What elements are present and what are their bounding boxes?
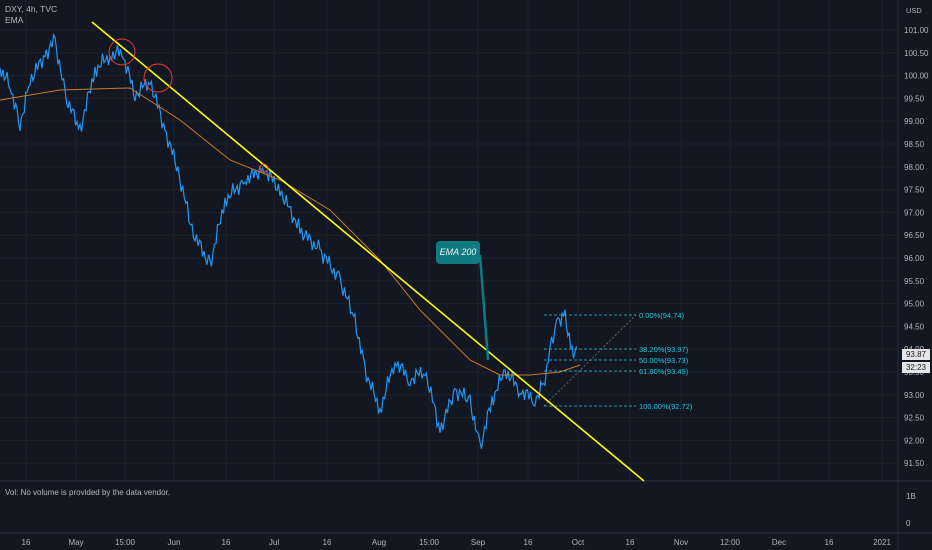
price-tick-label: 92.00 [904, 436, 925, 445]
price-series-line [0, 33, 578, 449]
time-tick-label: 2021 [873, 538, 891, 547]
time-tick-label: 16 [626, 538, 635, 547]
time-tick-label: Oct [572, 538, 585, 547]
chart-grid [0, 0, 898, 481]
volume-note: Vol: No volume is provided by the data v… [5, 488, 170, 497]
time-tick-label: May [68, 538, 83, 547]
time-tick-label: 15:00 [115, 538, 136, 547]
price-tick-label: 99.50 [904, 94, 925, 103]
fib-level-label: 100.00%(92.72) [639, 402, 693, 411]
callout-pointer [478, 254, 490, 361]
price-tick-label: 95.00 [904, 300, 925, 309]
resistance-circle-3 [259, 163, 269, 173]
indicator-label[interactable]: EMA [5, 15, 24, 25]
time-tick-label: 15:00 [419, 538, 440, 547]
bar-countdown-badge: 32:23 [902, 362, 930, 373]
price-tick-label: 99.00 [904, 117, 925, 126]
fib-level-label: 38.20%(93.97) [639, 345, 689, 354]
price-tick-label: 101.00 [904, 26, 929, 35]
currency-label: USD [906, 6, 922, 15]
price-tick-label: 98.50 [904, 140, 925, 149]
fib-level-label: 61.80%(93.49) [639, 367, 689, 376]
volume-tick-label: 0 [906, 519, 911, 528]
price-tick-label: 100.00 [904, 72, 929, 81]
time-axis-ticks: 16 May 15:00 Jun 16 Jul 16 Aug 15:00 Sep 16 Oct 16 No… [22, 538, 892, 547]
resistance-circle-1 [108, 38, 136, 66]
price-tick-label: 93.00 [904, 391, 925, 400]
price-tick-label: 96.50 [904, 231, 925, 240]
resistance-circle-2 [143, 63, 173, 93]
price-tick-label: 97.00 [904, 208, 925, 217]
time-tick-label: 16 [222, 538, 231, 547]
time-tick-label: Dec [772, 538, 786, 547]
ema-200-callout[interactable]: EMA 200 [436, 241, 480, 264]
volume-tick-label: 1B [906, 492, 916, 501]
price-tick-label: 95.50 [904, 277, 925, 286]
time-tick-label: 16 [825, 538, 834, 547]
downtrend-line [91, 21, 645, 482]
current-price-badge: 93.87 [902, 349, 930, 360]
price-tick-label: 96.00 [904, 254, 925, 263]
time-tick-label: 12:00 [720, 538, 741, 547]
time-tick-label: Jul [269, 538, 279, 547]
time-tick-label: Sep [471, 538, 486, 547]
price-tick-label: 98.00 [904, 163, 925, 172]
fib-level-label: 50.00%(93.73) [639, 356, 689, 365]
price-tick-label: 94.50 [904, 322, 925, 331]
time-tick-label: 16 [22, 538, 31, 547]
ema-line [0, 87, 581, 376]
price-tick-label: 97.50 [904, 186, 925, 195]
fib-trend-line [543, 314, 637, 407]
fib-level-label: 0.00%(94.74) [639, 311, 685, 320]
price-tick-label: 100.50 [904, 49, 929, 58]
price-axis-ticks: 101.00 100.50 100.00 99.50 99.00 98.50 98.00 97… [904, 26, 929, 468]
time-tick-label: Nov [674, 538, 688, 547]
chart-legend[interactable]: DXY, 4h, TVC EMA [5, 4, 57, 26]
price-tick-label: 91.50 [904, 459, 925, 468]
fibonacci-retracement: 0.00%(94.74) 38.20%(93.97) 50.00%(93.73) 61… [543, 311, 693, 411]
time-tick-label: Aug [372, 538, 386, 547]
volume-axis-ticks: 1B 0 [906, 492, 916, 528]
time-tick-label: Jun [168, 538, 181, 547]
symbol-label[interactable]: DXY, 4h, TVC [5, 4, 58, 14]
price-tick-label: 92.50 [904, 414, 925, 423]
time-tick-label: 16 [524, 538, 533, 547]
time-tick-label: 16 [323, 538, 332, 547]
